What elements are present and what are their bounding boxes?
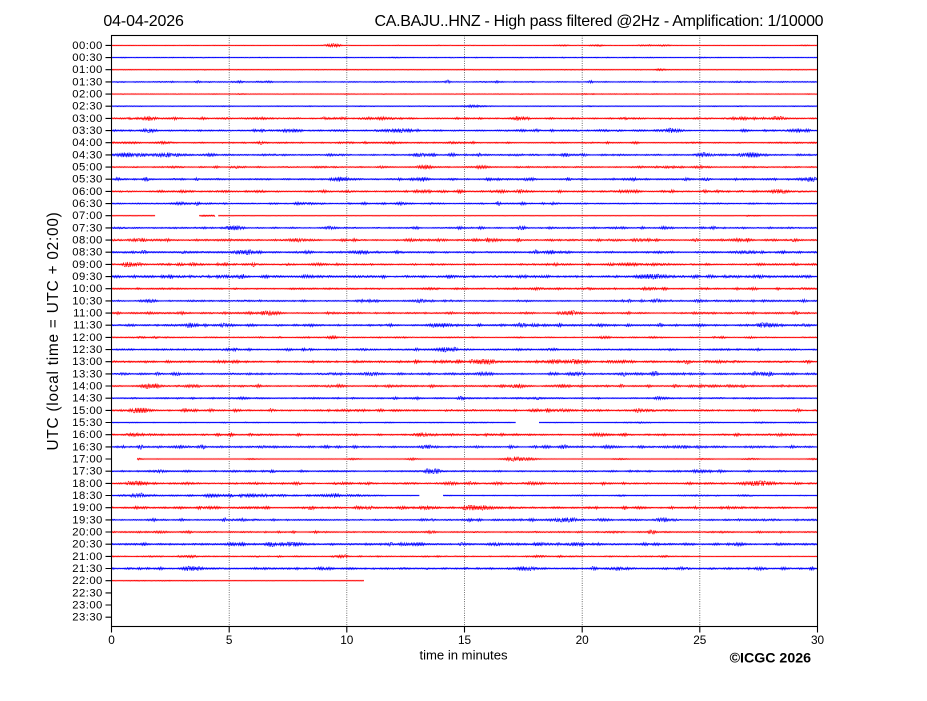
svg-text:00:00: 00:00 <box>72 40 103 52</box>
svg-text:07:30: 07:30 <box>72 222 103 234</box>
svg-text:09:30: 09:30 <box>72 271 103 283</box>
svg-text:05:00: 05:00 <box>72 162 103 174</box>
svg-text:18:30: 18:30 <box>72 490 103 502</box>
svg-text:08:30: 08:30 <box>72 247 103 259</box>
svg-text:23:00: 23:00 <box>72 600 103 612</box>
svg-text:15:30: 15:30 <box>72 417 103 429</box>
svg-text:14:30: 14:30 <box>72 393 103 405</box>
svg-text:06:00: 06:00 <box>72 186 103 198</box>
svg-text:22:30: 22:30 <box>72 587 103 599</box>
svg-text:22:00: 22:00 <box>72 575 103 587</box>
svg-text:02:00: 02:00 <box>72 89 103 101</box>
svg-text:UTC (local time = UTC + 02:00): UTC (local time = UTC + 02:00) <box>45 211 62 450</box>
svg-text:05:30: 05:30 <box>72 174 103 186</box>
svg-text:21:00: 21:00 <box>72 551 103 563</box>
svg-text:04:00: 04:00 <box>72 137 103 149</box>
svg-text:06:30: 06:30 <box>72 198 103 210</box>
svg-text:11:30: 11:30 <box>73 320 103 332</box>
svg-text:5: 5 <box>226 633 233 647</box>
svg-text:03:30: 03:30 <box>72 125 103 137</box>
svg-text:12:00: 12:00 <box>72 332 103 344</box>
svg-text:CA.BAJU..HNZ - High pass filte: CA.BAJU..HNZ - High pass filtered @2Hz -… <box>374 13 823 30</box>
svg-text:16:00: 16:00 <box>72 429 103 441</box>
svg-text:11:00: 11:00 <box>73 308 103 320</box>
svg-text:23:30: 23:30 <box>72 612 103 624</box>
svg-text:10:30: 10:30 <box>72 295 103 307</box>
svg-text:04-04-2026: 04-04-2026 <box>103 13 184 30</box>
svg-text:04:30: 04:30 <box>72 149 103 161</box>
svg-text:©ICGC 2026: ©ICGC 2026 <box>730 650 812 666</box>
svg-text:0: 0 <box>108 633 115 647</box>
svg-text:15:00: 15:00 <box>72 405 103 417</box>
svg-text:13:00: 13:00 <box>72 356 103 368</box>
svg-text:19:00: 19:00 <box>72 502 103 514</box>
svg-text:09:00: 09:00 <box>72 259 103 271</box>
svg-text:02:30: 02:30 <box>72 101 103 113</box>
svg-text:15: 15 <box>458 633 472 647</box>
svg-text:21:30: 21:30 <box>72 563 103 575</box>
svg-text:01:00: 01:00 <box>72 64 103 76</box>
svg-text:17:30: 17:30 <box>72 466 103 478</box>
svg-text:20:00: 20:00 <box>72 527 103 539</box>
svg-text:30: 30 <box>811 633 825 647</box>
svg-text:time in minutes: time in minutes <box>419 648 508 663</box>
svg-text:14:00: 14:00 <box>72 381 103 393</box>
svg-text:07:00: 07:00 <box>72 210 103 222</box>
svg-text:03:00: 03:00 <box>72 113 103 125</box>
svg-text:17:00: 17:00 <box>72 454 103 466</box>
svg-text:10: 10 <box>340 633 354 647</box>
svg-text:01:30: 01:30 <box>72 76 103 88</box>
svg-text:12:30: 12:30 <box>72 344 103 356</box>
svg-text:00:30: 00:30 <box>72 52 103 64</box>
svg-text:18:00: 18:00 <box>72 478 103 490</box>
svg-text:16:30: 16:30 <box>72 441 103 453</box>
svg-text:13:30: 13:30 <box>72 368 103 380</box>
svg-text:19:30: 19:30 <box>72 514 103 526</box>
svg-text:20: 20 <box>576 633 590 647</box>
svg-text:10:00: 10:00 <box>72 283 103 295</box>
svg-text:08:00: 08:00 <box>72 235 103 247</box>
svg-text:20:30: 20:30 <box>72 539 103 551</box>
svg-text:25: 25 <box>693 633 707 647</box>
